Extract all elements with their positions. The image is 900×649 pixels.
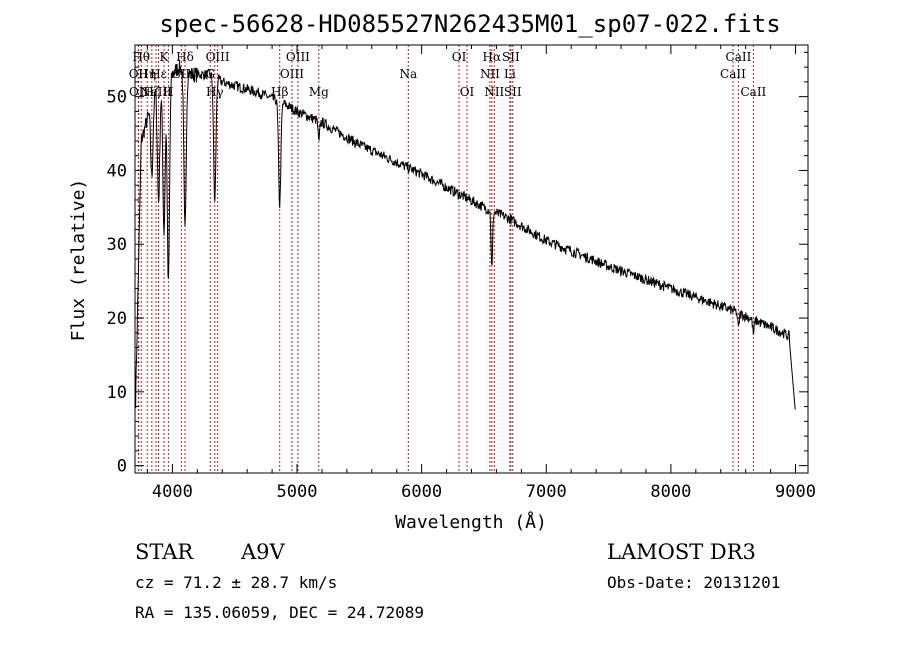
y-tick-label: 20 [107, 309, 127, 329]
line-marker-label: NII [480, 67, 500, 81]
y-tick-label: 50 [107, 88, 127, 108]
spectrum-line [135, 59, 796, 410]
object-type: STAR [135, 540, 194, 564]
line-marker-label: OII [129, 67, 149, 81]
chart-title: spec-56628-HD085527N262435M01_sp07-022.f… [159, 10, 780, 38]
line-marker-label: OI [460, 85, 475, 99]
line-marker-label: Hη [138, 67, 156, 81]
line-marker-label: Hδ [176, 50, 194, 64]
x-tick-label: 7000 [526, 482, 567, 502]
x-axis: 4000 5000 6000 7000 8000 9000 [146, 45, 816, 502]
line-marker-label: CaII [740, 85, 766, 99]
x-tick-label: 8000 [650, 482, 691, 502]
y-axis-label: Flux (relative) [68, 179, 89, 342]
redshift-cz: cz = 71.2 ± 28.7 km/s [135, 573, 338, 592]
line-marker-label: CaII [720, 67, 746, 81]
line-marker-label: Li [504, 67, 516, 81]
y-axis: 0 10 20 30 40 50 [107, 51, 808, 477]
line-marker-label: Na [399, 67, 417, 81]
line-marker-label: OII [129, 85, 149, 99]
line-marker-label: Mg [309, 85, 329, 99]
line-marker-label: NeIII [140, 85, 172, 99]
line-marker-label: K [160, 50, 170, 64]
x-axis-label: Wavelength (Å) [395, 511, 547, 533]
line-marker-label: SII [502, 50, 520, 64]
line-marker-label: Hα [483, 50, 502, 64]
plot-frame [134, 44, 809, 474]
line-marker-label: NII [484, 85, 504, 99]
subclass: A9V [241, 540, 285, 564]
line-marker-label: OIII [280, 67, 304, 81]
line-marker-label: OI [452, 50, 467, 64]
x-tick-label: 9000 [775, 482, 816, 502]
line-marker-label: OIII [286, 50, 310, 64]
line-marker-label: G [205, 67, 215, 81]
line-markers [137, 45, 754, 473]
coordinates: RA = 135.06059, DEC = 24.72089 [135, 603, 424, 622]
y-tick-label: 0 [117, 457, 127, 477]
line-marker-label: CaII [726, 50, 752, 64]
x-tick-label: 4000 [152, 482, 193, 502]
line-marker-label: Hε [150, 67, 167, 81]
survey-name: LAMOST DR3 [607, 540, 756, 564]
line-marker-label: H [163, 85, 173, 99]
line-marker-label: Hζ [143, 85, 160, 99]
y-tick-label: 40 [107, 161, 127, 181]
line-marker-label: Hγ [206, 85, 224, 99]
x-tick-label: 5000 [277, 482, 318, 502]
y-tick-label: 10 [107, 383, 127, 403]
obs-date: Obs-Date: 20131201 [607, 573, 781, 592]
line-marker-label: Hθ [132, 50, 150, 64]
y-tick-label: 30 [107, 235, 127, 255]
line-marker-label: OIII [206, 50, 230, 64]
line-marker-label: SII [504, 85, 522, 99]
x-tick-label: 6000 [401, 482, 442, 502]
line-marker-label: Hβ [271, 85, 288, 99]
